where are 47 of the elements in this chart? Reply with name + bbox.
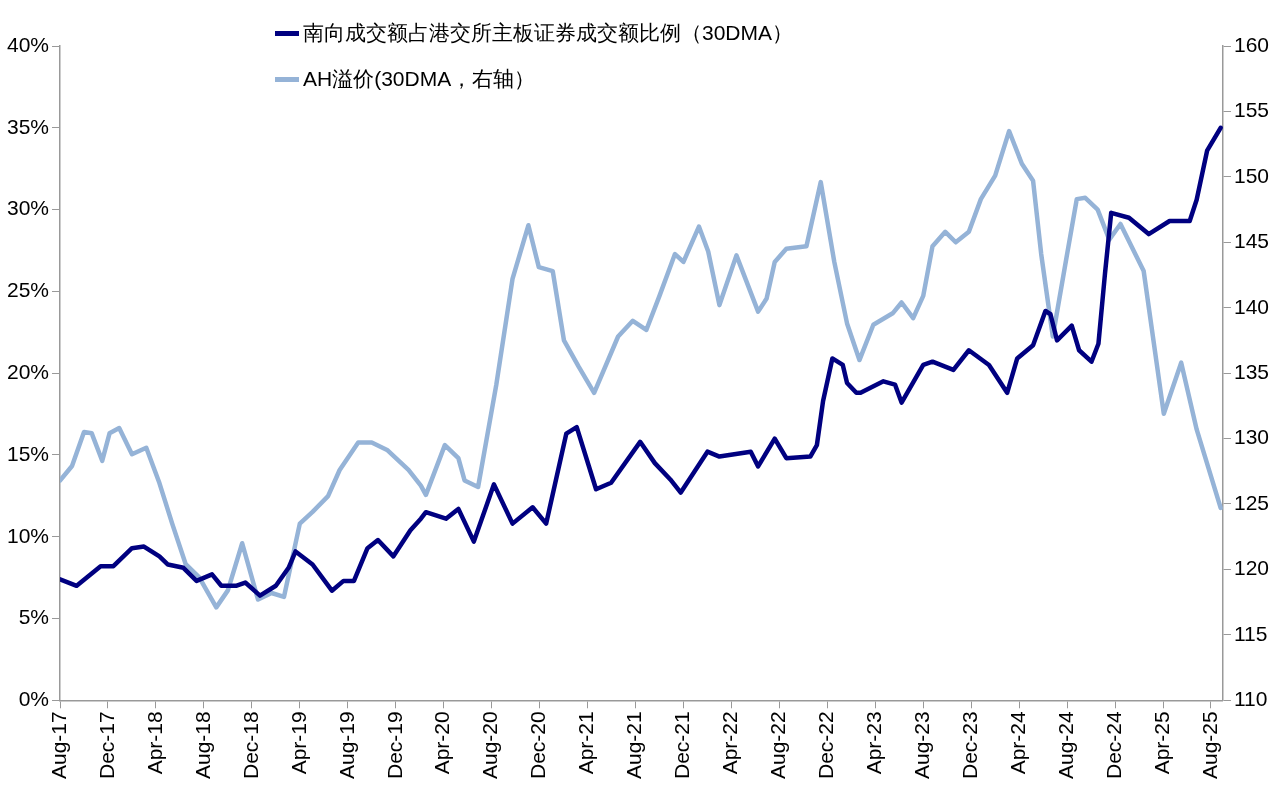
x-tick-label: Apr-23 xyxy=(862,711,886,775)
x-tick-label: Aug-18 xyxy=(190,711,214,779)
x-tick-label: Apr-18 xyxy=(142,711,166,775)
x-tick-label: Apr-25 xyxy=(1149,711,1173,775)
x-tick-label: Dec-19 xyxy=(382,711,406,779)
x-tick-label: Dec-23 xyxy=(957,711,981,779)
y-tick-label: 35% xyxy=(7,114,50,138)
y-tick-label: 0% xyxy=(18,687,50,711)
y-tick-label: 25% xyxy=(7,278,50,302)
x-tick-label: Dec-21 xyxy=(670,711,694,779)
y2-tick-label: 115 xyxy=(1233,621,1268,645)
x-tick-label: Dec-20 xyxy=(526,711,550,779)
x-tick-label: Apr-20 xyxy=(430,711,454,775)
y2-tick-label: 150 xyxy=(1233,163,1270,187)
x-tick-label: Apr-19 xyxy=(286,711,310,775)
y-tick-label: 15% xyxy=(7,441,50,465)
y-tick-label: 5% xyxy=(18,605,50,629)
x-tick-label: Apr-24 xyxy=(1005,710,1029,775)
x-tick-label: Aug-19 xyxy=(334,711,358,779)
y2-tick-label: 160 xyxy=(1233,32,1270,56)
y2-tick-label: 145 xyxy=(1233,229,1270,253)
y2-tick-label: 130 xyxy=(1233,425,1270,449)
x-tick-label: Dec-24 xyxy=(1101,710,1125,779)
x-tick-label: Apr-22 xyxy=(718,711,742,775)
y2-tick-label: 140 xyxy=(1233,294,1270,318)
x-tick-label: Aug-17 xyxy=(46,711,70,779)
x-tick-label: Aug-21 xyxy=(622,711,646,779)
x-tick-label: Aug-22 xyxy=(766,711,790,779)
y2-tick-label: 125 xyxy=(1233,490,1270,514)
x-tick-label: Aug-24 xyxy=(1053,710,1077,779)
x-tick-label: Aug-23 xyxy=(910,711,934,779)
y2-tick-label: 155 xyxy=(1233,98,1270,122)
x-tick-label: Aug-25 xyxy=(1197,711,1221,779)
y-tick-label: 20% xyxy=(7,359,50,383)
x-tick-label: Apr-21 xyxy=(574,711,598,775)
x-tick-label: Aug-20 xyxy=(478,711,502,779)
y2-tick-label: 110 xyxy=(1233,687,1268,711)
legend-label: 南向成交额占港交所主板证券成交额比例（30DMA） xyxy=(303,20,794,46)
y-tick-label: 40% xyxy=(7,32,50,56)
y-tick-label: 30% xyxy=(7,196,50,220)
y2-tick-label: 135 xyxy=(1233,359,1270,383)
x-tick-label: Dec-22 xyxy=(814,711,838,779)
y-tick-label: 10% xyxy=(7,523,50,547)
legend-label: AH溢价(30DMA，右轴） xyxy=(303,66,536,92)
x-tick-label: Dec-17 xyxy=(94,711,118,779)
x-tick-label: Dec-18 xyxy=(238,711,262,779)
y2-tick-label: 120 xyxy=(1233,556,1270,580)
